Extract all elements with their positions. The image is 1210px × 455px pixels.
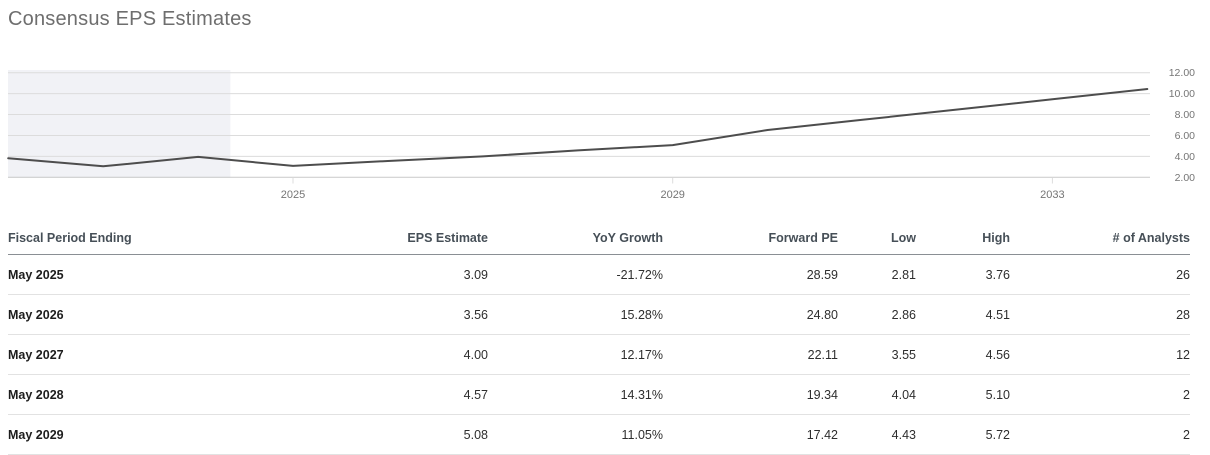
table-row: May 2028 4.57 14.31% 19.34 4.04 5.10 2 <box>8 374 1190 415</box>
page-title: Consensus EPS Estimates <box>8 8 252 30</box>
fiscal-period-cell: May 2027 <box>8 334 400 375</box>
table-header-row: Fiscal Period Ending EPS Estimate YoY Grow… <box>8 221 1190 255</box>
fiscal-period-cell: May 2026 <box>8 294 400 335</box>
value-cell: 14.31% <box>488 374 663 415</box>
value-cell: 3.76 <box>916 254 1010 295</box>
value-cell: 5.10 <box>916 374 1010 415</box>
y-axis-tick-label: 8.00 <box>1175 109 1196 121</box>
value-cell: 4.57 <box>400 374 488 415</box>
column-header-low: Low <box>838 221 916 255</box>
value-cell: 5.08 <box>400 414 488 455</box>
value-cell: 3.56 <box>400 294 488 335</box>
value-cell: 3.09 <box>400 254 488 295</box>
x-axis-tick-label: 2025 <box>281 189 305 201</box>
value-cell: 4.56 <box>916 334 1010 375</box>
table-row: May 2027 4.00 12.17% 22.11 3.55 4.56 12 <box>8 334 1190 375</box>
x-axis-tick-label: 2033 <box>1040 189 1064 201</box>
column-header-yoy-growth: YoY Growth <box>488 221 663 255</box>
value-cell: 5.72 <box>916 414 1010 455</box>
value-cell: 11.05% <box>488 414 663 455</box>
value-cell: 2.81 <box>838 254 916 295</box>
fiscal-period-cell: May 2025 <box>8 254 400 295</box>
value-cell: 3.55 <box>838 334 916 375</box>
y-axis-tick-label: 10.00 <box>1169 88 1195 100</box>
value-cell: 26 <box>1010 254 1190 295</box>
column-header-eps-estimate: EPS Estimate <box>400 221 488 255</box>
column-header-high: High <box>916 221 1010 255</box>
y-axis-tick-label: 4.00 <box>1175 151 1196 163</box>
table-row: May 2029 5.08 11.05% 17.42 4.43 5.72 2 <box>8 414 1190 455</box>
column-header-forward-pe: Forward PE <box>663 221 838 255</box>
value-cell: 4.04 <box>838 374 916 415</box>
fiscal-period-cell: May 2029 <box>8 414 400 455</box>
x-axis-tick-label: 2029 <box>660 189 684 201</box>
table-row: May 2026 3.56 15.28% 24.80 2.86 4.51 28 <box>8 294 1190 335</box>
fiscal-period-cell: May 2028 <box>8 374 400 415</box>
table-row: May 2025 3.09 -21.72% 28.59 2.81 3.76 26 <box>8 254 1190 295</box>
value-cell: 24.80 <box>663 294 838 335</box>
column-header--of-analysts: # of Analysts <box>1010 221 1190 255</box>
value-cell: 4.43 <box>838 414 916 455</box>
value-cell: 28 <box>1010 294 1190 335</box>
value-cell: 28.59 <box>663 254 838 295</box>
value-cell: 19.34 <box>663 374 838 415</box>
table-body: May 2025 3.09 -21.72% 28.59 2.81 3.76 26 May 20… <box>8 254 1190 455</box>
y-axis-tick-label: 2.00 <box>1175 172 1196 184</box>
value-cell: 2.86 <box>838 294 916 335</box>
value-cell: 12 <box>1010 334 1190 375</box>
y-axis-tick-label: 6.00 <box>1175 130 1196 142</box>
history-shaded-band <box>8 70 231 178</box>
column-header-fiscal-period-ending: Fiscal Period Ending <box>8 221 400 255</box>
value-cell: 15.28% <box>488 294 663 335</box>
eps-estimates-table: Fiscal Period Ending EPS Estimate YoY Grow… <box>8 221 1190 455</box>
eps-line-series <box>7 88 1149 168</box>
value-cell: 2 <box>1010 374 1190 415</box>
value-cell: 12.17% <box>488 334 663 375</box>
y-axis-tick-label: 12.00 <box>1169 67 1195 79</box>
value-cell: -21.72% <box>488 254 663 295</box>
value-cell: 2 <box>1010 414 1190 455</box>
value-cell: 22.11 <box>663 334 838 375</box>
value-cell: 4.51 <box>916 294 1010 335</box>
eps-consensus-chart: 12.00 10.00 8.00 6.00 4.00 2.00 2025 2029 2033 <box>7 67 1196 201</box>
value-cell: 17.42 <box>663 414 838 455</box>
value-cell: 4.00 <box>400 334 488 375</box>
